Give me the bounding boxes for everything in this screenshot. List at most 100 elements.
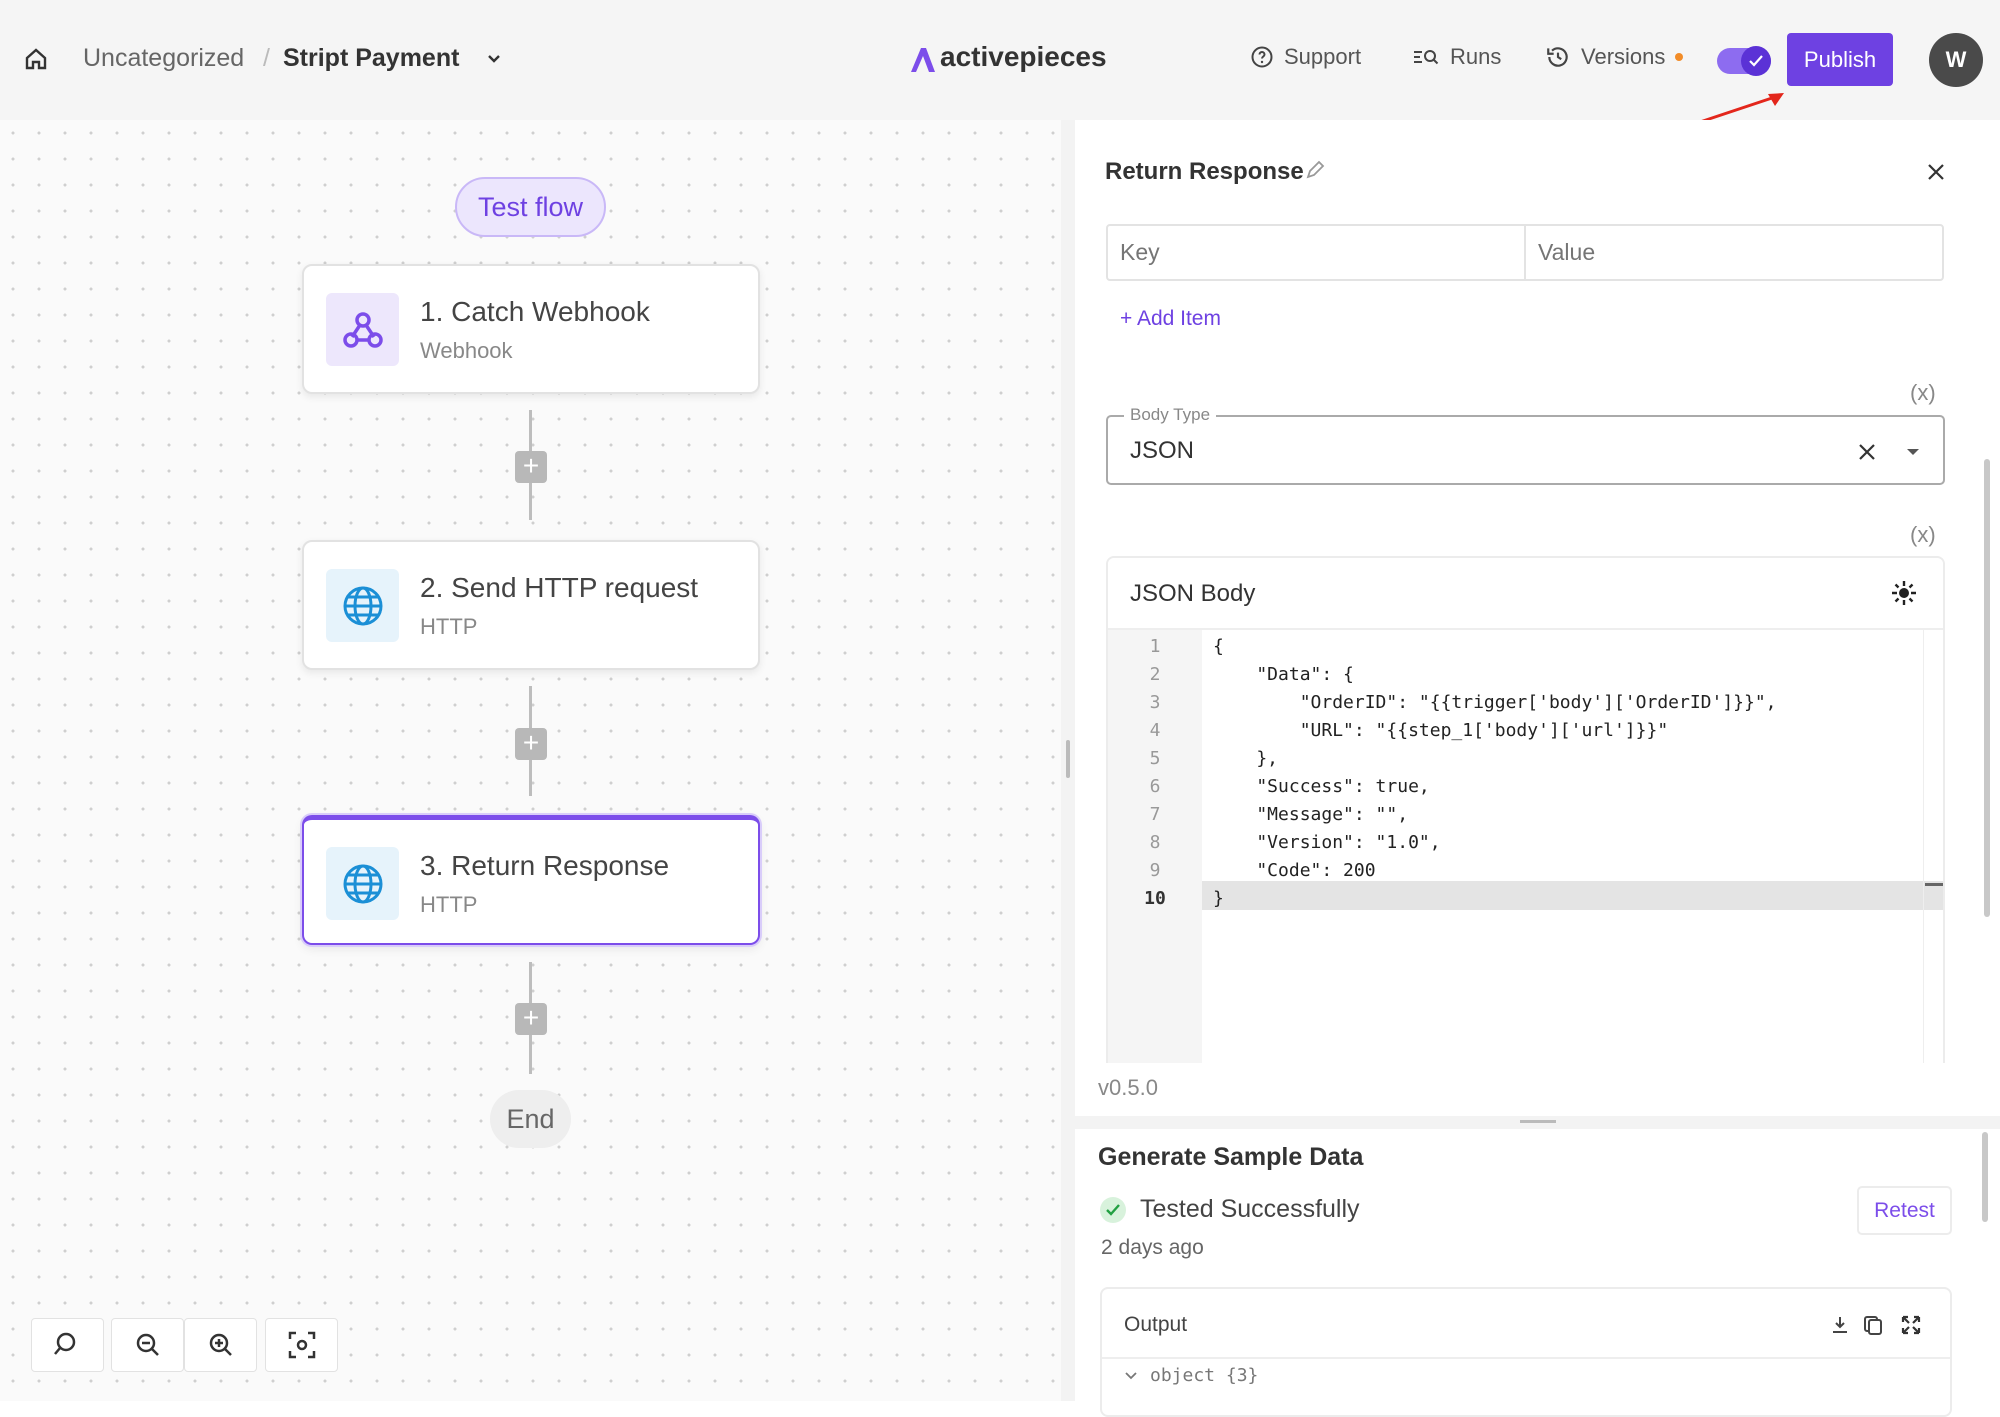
- add-step-button[interactable]: +: [515, 451, 547, 483]
- close-icon[interactable]: [1925, 161, 1947, 183]
- line-number: 2: [1149, 664, 1161, 685]
- step-title: 1. Catch Webhook: [420, 296, 650, 327]
- chevron-down-icon[interactable]: [486, 53, 502, 65]
- code-line: "OrderID": "{{trigger['body']['OrderID']…: [1213, 692, 1777, 713]
- versions-label: Versions: [1581, 44, 1666, 69]
- output-tree-root[interactable]: object {3}: [1124, 1365, 1258, 1386]
- globe-icon: [326, 847, 399, 920]
- output-label: Output: [1124, 1313, 1188, 1336]
- avatar[interactable]: W: [1929, 33, 1983, 87]
- flow-name[interactable]: Stript Payment: [283, 44, 460, 72]
- dropdown-arrow-icon[interactable]: [1905, 447, 1921, 457]
- webhook-icon: [326, 293, 399, 366]
- breadcrumb-separator: /: [263, 44, 270, 72]
- json-body-editor: JSON Body 1 {2 "Data": {3 "OrderID": "{{t…: [1106, 556, 1945, 1063]
- line-number: 6: [1149, 776, 1161, 797]
- step-card-return-response[interactable]: 3. Return Response HTTP: [302, 815, 760, 945]
- body-type-select[interactable]: Body Type JSON: [1106, 405, 1945, 485]
- code-line: },: [1213, 748, 1279, 769]
- version-label: v0.5.0: [1098, 1075, 1158, 1100]
- line-number: 8: [1149, 832, 1161, 853]
- value-input[interactable]: [1526, 226, 1942, 279]
- support-label: Support: [1284, 44, 1362, 69]
- zoom-in-icon: [209, 1333, 232, 1356]
- step-title: 3. Return Response: [420, 850, 670, 881]
- line-number: 1: [1149, 636, 1161, 657]
- test-flow-button[interactable]: Test flow: [455, 177, 606, 237]
- body-type-value: JSON: [1130, 437, 1195, 464]
- code-area[interactable]: 1 {2 "Data": {3 "OrderID": "{{trigger['bo…: [1108, 630, 1943, 1063]
- activepieces-logo-icon: [911, 48, 935, 72]
- runs-label: Runs: [1450, 44, 1502, 69]
- step-subtitle: Webhook: [420, 338, 513, 363]
- code-line: "Code": 200: [1213, 860, 1376, 881]
- step-card-catch-webhook[interactable]: 1. Catch Webhook Webhook: [302, 264, 760, 394]
- chevron-down-icon: [1125, 1371, 1137, 1379]
- help-circle-icon: [1251, 46, 1273, 68]
- pencil-icon[interactable]: [1305, 160, 1325, 180]
- copy-icon[interactable]: [1862, 1314, 1884, 1336]
- step-card-send-http[interactable]: 2. Send HTTP request HTTP: [302, 540, 760, 670]
- success-check-icon: [1100, 1197, 1126, 1223]
- logo-text: activepieces: [940, 41, 1107, 72]
- line-number: 3: [1149, 692, 1161, 713]
- insert-variable-toggle[interactable]: (x): [1910, 380, 1936, 405]
- clear-icon[interactable]: [1857, 442, 1877, 462]
- focus-icon: [288, 1331, 315, 1359]
- panel-scrollbar[interactable]: [1982, 1132, 1988, 1222]
- runs-list-icon: [1414, 50, 1439, 65]
- support-link[interactable]: Support: [1250, 44, 1361, 70]
- check-icon: [1741, 46, 1771, 76]
- zoom-in-button[interactable]: [184, 1318, 257, 1372]
- code-line: "Version": "1.0",: [1213, 832, 1441, 853]
- panel-scrollbar[interactable]: [1984, 459, 1990, 917]
- publish-button[interactable]: Publish: [1787, 33, 1893, 86]
- line-number: 5: [1149, 748, 1161, 769]
- globe-icon: [326, 569, 399, 642]
- versions-dot: [1675, 53, 1684, 61]
- splitter-handle[interactable]: [1066, 740, 1070, 778]
- panel-splitter[interactable]: [1061, 120, 1075, 1401]
- output-card: Output object {3}: [1100, 1287, 1952, 1417]
- runs-link[interactable]: Runs: [1412, 44, 1501, 70]
- output-tree-label: object {3}: [1150, 1365, 1259, 1386]
- step-title: 2. Send HTTP request: [420, 572, 699, 603]
- panel-title: Return Response: [1105, 158, 1304, 185]
- json-body-title: JSON Body: [1130, 580, 1256, 607]
- zoom-out-button[interactable]: [111, 1318, 184, 1372]
- code-line: "Message": "",: [1213, 804, 1409, 825]
- line-number: 7: [1149, 804, 1161, 825]
- step-subtitle: HTTP: [420, 614, 478, 639]
- end-node: End: [490, 1090, 571, 1148]
- code-line: "Success": true,: [1213, 776, 1430, 797]
- expand-icon[interactable]: [1900, 1314, 1922, 1336]
- flow-enabled-toggle[interactable]: [1717, 46, 1771, 76]
- line-gutter: [1108, 630, 1202, 1063]
- code-line: {: [1213, 636, 1224, 657]
- download-icon[interactable]: [1830, 1315, 1850, 1335]
- theme-toggle-icon[interactable]: [1891, 580, 1917, 606]
- breadcrumb-folder[interactable]: Uncategorized: [83, 44, 245, 72]
- zoom-reset-button[interactable]: [31, 1318, 104, 1372]
- section-divider[interactable]: [1075, 1116, 2000, 1129]
- insert-variable-toggle[interactable]: (x): [1910, 522, 1936, 547]
- zoom-out-icon: [136, 1333, 159, 1356]
- sample-data-title: Generate Sample Data: [1098, 1143, 1364, 1171]
- line-number: 9: [1149, 860, 1161, 881]
- fit-view-button[interactable]: [265, 1318, 338, 1372]
- top-bar: Uncategorized / Stript Payment activepie…: [0, 0, 2000, 120]
- add-step-button[interactable]: +: [515, 1003, 547, 1035]
- test-time: 2 days ago: [1101, 1236, 1204, 1259]
- add-item-button[interactable]: + Add Item: [1120, 307, 1221, 330]
- key-value-row: [1106, 224, 1944, 281]
- step-settings-panel: [1075, 120, 2000, 1401]
- versions-link[interactable]: Versions: [1545, 44, 1684, 70]
- retest-button[interactable]: Retest: [1857, 1186, 1952, 1235]
- editor-scrollbar[interactable]: [1923, 630, 1943, 1063]
- key-input[interactable]: [1108, 226, 1526, 279]
- add-step-button[interactable]: +: [515, 728, 547, 760]
- history-icon: [1547, 47, 1568, 67]
- line-number: 10: [1144, 888, 1166, 909]
- home-icon[interactable]: [24, 47, 48, 71]
- active-line-highlight: [1202, 881, 1943, 910]
